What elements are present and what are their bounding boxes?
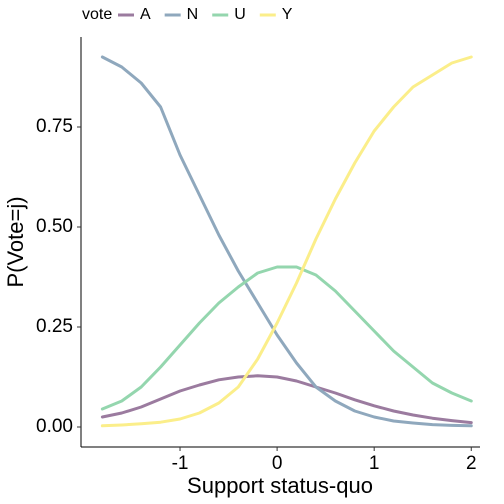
line-series bbox=[100, 55, 473, 428]
legend-label: U bbox=[234, 6, 246, 23]
x-tick-label: -1 bbox=[172, 453, 189, 474]
y-tick-label: 0.25 bbox=[36, 316, 73, 337]
x-tick-label: 0 bbox=[272, 453, 283, 474]
line-series bbox=[100, 265, 473, 411]
x-tick-label: 2 bbox=[466, 453, 477, 474]
legend-label: N bbox=[187, 6, 199, 23]
y-tick-label: 0.00 bbox=[36, 416, 73, 437]
y-tick-label: 0.50 bbox=[36, 216, 73, 237]
legend-label: A bbox=[140, 6, 151, 23]
line-series bbox=[100, 374, 473, 425]
line-series bbox=[100, 55, 473, 428]
y-tick-label: 0.75 bbox=[36, 116, 73, 137]
x-axis-title: Support status-quo bbox=[187, 473, 373, 498]
legend-title: vote bbox=[82, 6, 112, 23]
legend-label: Y bbox=[282, 6, 293, 23]
y-axis-title: P(Vote=j) bbox=[3, 196, 28, 287]
x-tick-label: 1 bbox=[369, 453, 380, 474]
